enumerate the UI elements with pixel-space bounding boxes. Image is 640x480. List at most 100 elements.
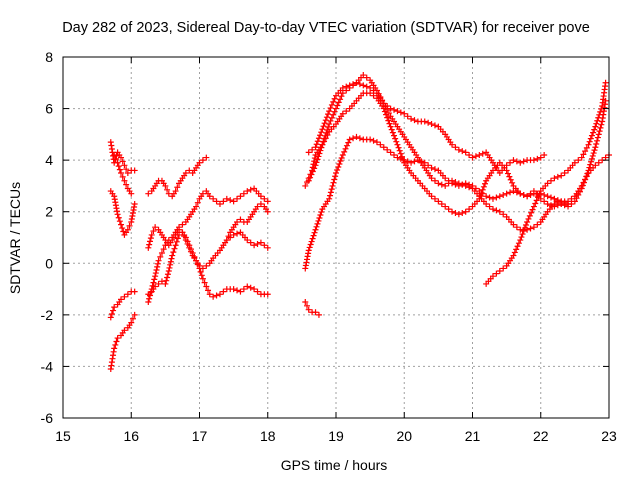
data-point xyxy=(234,287,241,294)
data-point xyxy=(513,189,520,196)
data-point xyxy=(541,151,548,158)
data-point xyxy=(154,263,161,270)
data-point xyxy=(518,234,525,241)
data-point xyxy=(152,224,159,231)
data-point xyxy=(213,292,220,299)
data-point xyxy=(308,171,315,178)
data-point xyxy=(317,212,324,219)
data-point xyxy=(515,240,522,247)
data-point xyxy=(129,315,136,322)
data-point xyxy=(554,198,561,205)
data-point xyxy=(455,180,462,187)
data-point xyxy=(203,283,210,290)
data-point xyxy=(449,177,456,184)
data-point xyxy=(225,233,232,240)
data-point xyxy=(400,156,407,163)
data-point xyxy=(583,144,590,151)
data-point xyxy=(558,172,565,179)
data-point xyxy=(592,162,599,169)
data-point xyxy=(257,193,264,200)
data-point xyxy=(431,195,438,202)
data-point xyxy=(172,242,179,249)
data-point xyxy=(193,203,200,210)
y-tick-label: -4 xyxy=(41,358,54,374)
data-point xyxy=(327,192,334,199)
data-point xyxy=(313,141,320,148)
data-point xyxy=(315,135,322,142)
data-point xyxy=(394,141,401,148)
data-point xyxy=(534,221,541,228)
data-point xyxy=(479,150,486,157)
data-point xyxy=(449,141,456,148)
data-point xyxy=(590,129,597,136)
data-point xyxy=(193,257,200,264)
data-point xyxy=(526,212,533,219)
data-point xyxy=(148,231,155,238)
data-point xyxy=(583,173,590,180)
data-point xyxy=(342,145,349,152)
data-point xyxy=(568,200,575,207)
data-point xyxy=(121,327,128,334)
data-point xyxy=(325,123,332,130)
data-point xyxy=(595,159,602,166)
data-point xyxy=(350,135,357,142)
data-point xyxy=(168,255,175,262)
data-point xyxy=(118,154,125,161)
data-point xyxy=(590,150,597,157)
data-point xyxy=(476,195,483,202)
series-sat-d xyxy=(107,311,138,373)
data-point xyxy=(524,219,531,226)
data-point xyxy=(469,154,476,161)
data-point xyxy=(428,175,435,182)
y-tick-label: 6 xyxy=(45,101,53,117)
data-point xyxy=(194,199,201,206)
data-point xyxy=(503,167,510,174)
data-point xyxy=(445,180,452,187)
data-point xyxy=(346,82,353,89)
data-point xyxy=(513,158,520,165)
data-point xyxy=(459,210,466,217)
series-sat-q xyxy=(551,97,609,210)
data-point xyxy=(264,198,271,205)
x-tick-label: 17 xyxy=(192,428,208,444)
data-point xyxy=(107,314,114,321)
data-point xyxy=(116,166,123,173)
data-point xyxy=(507,189,514,196)
data-point xyxy=(591,126,598,133)
data-point xyxy=(338,93,345,100)
data-point xyxy=(131,200,138,207)
series-sat-p xyxy=(483,79,609,287)
data-point xyxy=(387,149,394,156)
data-point xyxy=(339,110,346,117)
x-axis-label: GPS time / hours xyxy=(281,457,388,473)
data-point xyxy=(150,279,157,286)
y-tick-label: 2 xyxy=(45,204,53,220)
data-point xyxy=(449,208,456,215)
data-point xyxy=(116,218,123,225)
data-point xyxy=(602,97,609,104)
data-point xyxy=(146,241,153,248)
data-point xyxy=(326,108,333,115)
data-point xyxy=(594,137,601,144)
data-point xyxy=(597,124,604,131)
data-point xyxy=(186,242,193,249)
series-sat-o xyxy=(305,90,572,218)
data-point xyxy=(162,280,169,287)
data-point xyxy=(486,194,493,201)
series-sat-k xyxy=(302,298,322,318)
data-point xyxy=(165,190,172,197)
data-point xyxy=(425,162,432,169)
data-point xyxy=(323,114,330,121)
data-point xyxy=(264,244,271,251)
data-point xyxy=(164,271,171,278)
series-sat-a xyxy=(107,139,138,177)
data-point xyxy=(582,176,589,183)
data-point xyxy=(251,286,258,293)
series-sat-j xyxy=(223,200,271,244)
data-point xyxy=(594,117,601,124)
data-point xyxy=(431,177,438,184)
data-point xyxy=(145,244,152,251)
data-point xyxy=(321,120,328,127)
data-point xyxy=(520,191,527,198)
data-point xyxy=(150,228,157,235)
